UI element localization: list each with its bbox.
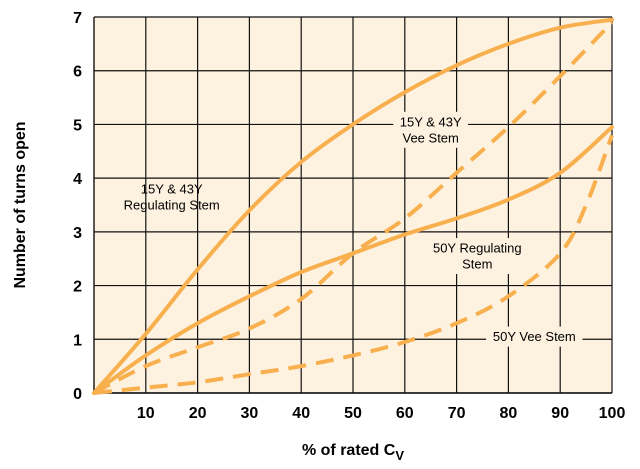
- x-tick-label: 10: [137, 405, 155, 422]
- series-line-4-dashed: [93, 134, 614, 395]
- x-tick-label: 100: [599, 405, 626, 422]
- annotation-2-line-2: Vee Stem: [403, 130, 459, 145]
- y-tick-label: 0: [73, 386, 82, 403]
- y-tick-label: 2: [73, 279, 82, 296]
- annotation-3-line-1: 50Y Regulating: [433, 241, 522, 256]
- series-line-3-solid: [92, 125, 614, 395]
- x-tick-label: 20: [189, 405, 207, 422]
- y-tick-label: 7: [73, 10, 82, 27]
- y-tick-label: 4: [73, 171, 82, 188]
- x-axis-title-main: % of rated C: [302, 442, 396, 459]
- annotation-1-line-1: 15Y & 43Y: [141, 181, 203, 196]
- x-tick-label: 30: [241, 405, 259, 422]
- x-axis-title-sub: V: [395, 448, 404, 463]
- annotation-background: [421, 238, 533, 275]
- annotation-3-line-2: Stem: [462, 257, 492, 272]
- x-tick-label: 70: [448, 405, 466, 422]
- x-tick-label: 80: [500, 405, 518, 422]
- series-line-1-solid: [92, 17, 614, 395]
- y-tick-labels: 0 1 2 3 4 5 6 7: [73, 10, 82, 403]
- x-tick-label: 40: [292, 405, 310, 422]
- annotation-2-line-1: 15Y & 43Y: [400, 114, 462, 129]
- y-tick-label: 5: [73, 117, 82, 134]
- x-tick-label: 50: [344, 405, 362, 422]
- x-tick-labels: 10 20 30 40 50 60 70 80 90 100: [137, 405, 626, 422]
- y-tick-label: 3: [73, 225, 82, 242]
- y-tick-label: 6: [73, 64, 82, 81]
- annotation-4-line-1: 50Y Vee Stem: [493, 329, 576, 344]
- annotation-1-line-2: Regulating Stem: [124, 197, 220, 212]
- annotation-background: [486, 326, 583, 347]
- x-tick-label: 60: [396, 405, 414, 422]
- y-axis-title: Number of turns open: [12, 121, 29, 288]
- x-tick-label: 90: [551, 405, 569, 422]
- y-tick-label: 1: [73, 332, 82, 349]
- annotation-background: [393, 111, 469, 148]
- grid: [93, 16, 613, 394]
- series-group: [92, 17, 614, 395]
- x-axis-title: % of rated CV: [302, 442, 404, 463]
